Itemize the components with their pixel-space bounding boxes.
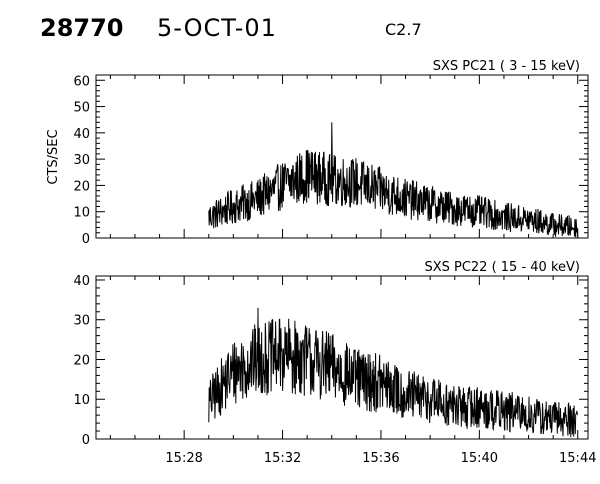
y-tick-label: 10 [73,393,90,408]
series-line [208,122,579,238]
panel-pc22: SXS PC22 ( 15 - 40 keV) 0 10 20 30 40 15:28 15… [73,260,596,466]
y-tick-label: 40 [73,274,90,289]
panel-pc21: SXS PC21 ( 3 - 15 keV) CTS/SEC 0 10 20 30 40… [46,59,589,247]
y-tick-label: 0 [82,433,90,448]
y-tick-label: 10 [73,206,90,221]
x-tick-label: 15:32 [264,451,301,466]
event-date: 5-OCT-01 [157,14,277,42]
event-id: 28770 [40,14,124,42]
y-tick-label: 0 [82,232,90,247]
axes-frame [95,74,589,239]
series-line [208,307,579,438]
x-tick-label: 15:44 [559,451,596,466]
axes-frame [95,275,589,440]
y-tick-label: 40 [73,127,90,142]
y-tick-label: 30 [73,153,90,168]
y-tick-label: 50 [73,101,90,116]
y-axis-label: CTS/SEC [46,129,61,184]
y-tick-label: 20 [73,179,90,194]
flare-class: C2.7 [385,20,422,39]
x-tick-label: 15:36 [362,451,399,466]
y-tick-label: 20 [73,353,90,368]
y-tick-label: 30 [73,314,90,329]
panel-title: SXS PC22 ( 15 - 40 keV) [424,260,580,275]
y-tick-label: 60 [73,74,90,89]
x-tick-label: 15:40 [461,451,498,466]
x-tick-label: 15:28 [165,451,202,466]
panel-title: SXS PC21 ( 3 - 15 keV) [433,59,580,74]
